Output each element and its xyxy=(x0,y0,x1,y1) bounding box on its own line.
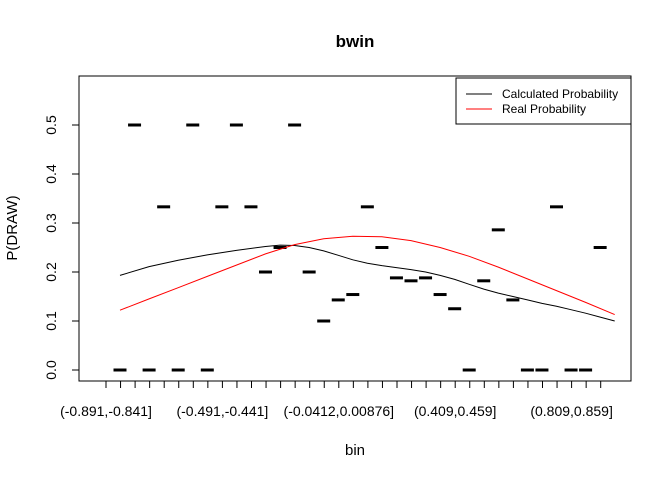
y-tick-label: 0.3 xyxy=(43,213,59,233)
legend-label: Real Probability xyxy=(502,102,586,116)
y-tick-label: 0.1 xyxy=(43,311,59,331)
x-tick-label: (-0.891,-0.841] xyxy=(60,403,152,419)
y-axis-label: P(DRAW) xyxy=(4,195,21,260)
real-probability-line xyxy=(119,235,615,316)
y-axis: 0.0 0.1 0.2 0.3 0.4 0.5 xyxy=(43,115,80,380)
x-tick-label: (-0.491,-0.441] xyxy=(176,403,268,419)
y-tick-label: 0.2 xyxy=(43,262,59,282)
y-tick-label: 0.5 xyxy=(43,115,59,135)
bin-marks xyxy=(113,123,607,372)
x-tick-label: (-0.0412,0.00876] xyxy=(284,403,395,419)
series-lines xyxy=(119,235,615,322)
chart-title: bwin xyxy=(336,32,375,51)
x-axis: (-0.891,-0.841] (-0.491,-0.441] (-0.0412,0… xyxy=(60,380,613,419)
x-axis-label: bin xyxy=(345,442,365,459)
x-tick-label: (0.809,0.859] xyxy=(530,403,613,419)
y-tick-label: 0.4 xyxy=(43,164,59,184)
x-tick-label: (0.409,0.459] xyxy=(414,403,497,419)
calculated-probability-line xyxy=(119,244,615,322)
legend-label: Calculated Probability xyxy=(502,87,618,101)
y-tick-label: 0.0 xyxy=(43,360,59,380)
legend-box xyxy=(455,77,632,125)
